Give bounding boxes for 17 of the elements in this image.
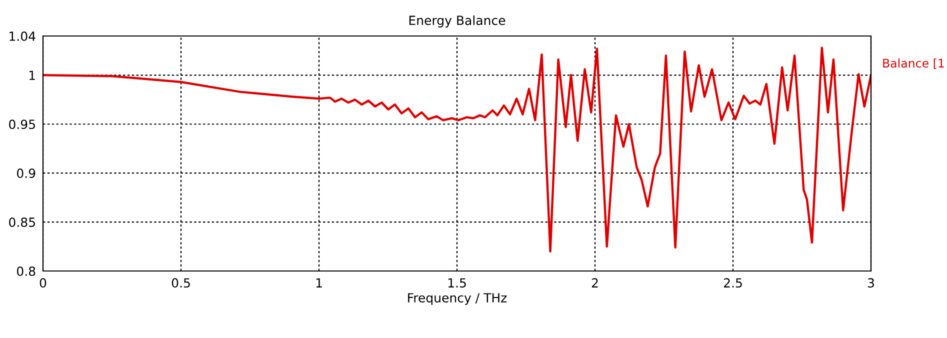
x-tick-label: 0.5: [172, 278, 190, 288]
x-tick-label: 0: [40, 278, 46, 288]
x-tick-label: 1.5: [448, 278, 466, 288]
y-tick-label: 1.04: [10, 31, 36, 41]
x-tick-label: 1: [316, 278, 322, 288]
y-tick-label: 0.95: [9, 120, 35, 130]
x-tick-label: 2: [592, 278, 598, 288]
x-axis-title: Frequency / THz: [408, 293, 507, 305]
y-tick-label: 0.85: [9, 218, 35, 227]
x-tick-label: 2.5: [724, 278, 742, 288]
line-series: [43, 46, 871, 253]
series-label: Balance [1: [883, 58, 944, 70]
x-tick-label: 3: [868, 278, 874, 288]
chart-title: Energy Balance: [409, 15, 506, 28]
y-tick-label: 1: [29, 70, 35, 80]
y-tick-label: 0.8: [17, 266, 36, 276]
y-tick-label: 0.9: [17, 168, 36, 178]
